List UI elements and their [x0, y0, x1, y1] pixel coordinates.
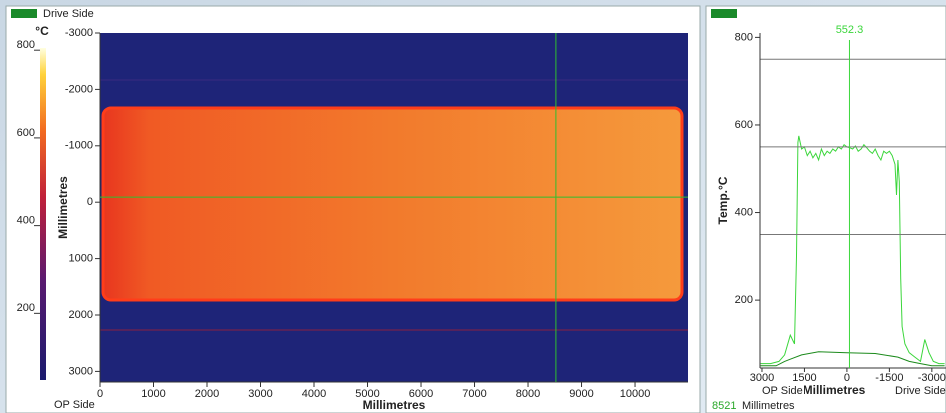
x-tick-label: 1500 [792, 372, 816, 384]
x-tick-label: 10000 [620, 388, 651, 400]
x-tick-label: 0 [844, 372, 850, 384]
panel-title: Drive Side [43, 8, 94, 20]
y-tick-label: 600 [735, 119, 753, 131]
cursor-value: 552.3 [836, 24, 864, 36]
x-tick-label: -1500 [875, 372, 903, 384]
x-tick-label: 3000 [750, 372, 774, 384]
cursor-readout: 8521 [712, 400, 736, 412]
y-tick-label: 200 [735, 294, 753, 306]
right-side-label: Drive Side [895, 385, 946, 397]
y-axis-label: Temp.°C [716, 176, 730, 224]
page: {"chart_data": [ {"type": "heatmap", "ti… [0, 0, 946, 413]
screen: Drive Side °C 01000200030004000500060007… [0, 0, 946, 413]
heatmap-slab [103, 108, 682, 300]
colorbar-tick-label: 200 [17, 302, 35, 314]
x-tick-label: 4000 [302, 388, 326, 400]
y-tick-label: -2000 [65, 83, 93, 95]
cursor-unit: Millimetres [742, 400, 795, 412]
colorbar [40, 48, 46, 380]
colorbar-tick-label: 600 [17, 127, 35, 139]
panel-icon[interactable] [11, 9, 37, 18]
y-tick-label: 0 [87, 196, 93, 208]
y-tick-label: 1000 [69, 253, 93, 265]
x-axis-label: Millimetres [363, 398, 426, 412]
x-tick-label: 1000 [141, 388, 165, 400]
y-tick-label: 400 [735, 206, 753, 218]
y-axis-label: Millimetres [56, 176, 70, 239]
x-axis-label: Millimetres [803, 383, 866, 397]
x-tick-label: 0 [97, 388, 103, 400]
colorbar-label: °C [35, 24, 49, 38]
x-tick-label: -3000 [918, 372, 946, 384]
x-tick-label: 7000 [462, 388, 486, 400]
x-tick-label: 9000 [569, 388, 593, 400]
corner-label: OP Side [54, 399, 95, 411]
colorbar-tick-label: 400 [17, 215, 35, 227]
x-tick-label: 2000 [195, 388, 219, 400]
y-tick-label: -1000 [65, 140, 93, 152]
colorbar-tick-label: 800 [17, 39, 35, 51]
y-tick-label: 2000 [69, 309, 93, 321]
y-tick-label: 800 [735, 31, 753, 43]
left-side-label: OP Side [762, 385, 803, 397]
y-tick-label: -3000 [65, 27, 93, 39]
panel-icon[interactable] [711, 9, 737, 18]
x-tick-label: 3000 [248, 388, 272, 400]
x-tick-label: 8000 [516, 388, 540, 400]
y-tick-label: 3000 [69, 365, 93, 377]
